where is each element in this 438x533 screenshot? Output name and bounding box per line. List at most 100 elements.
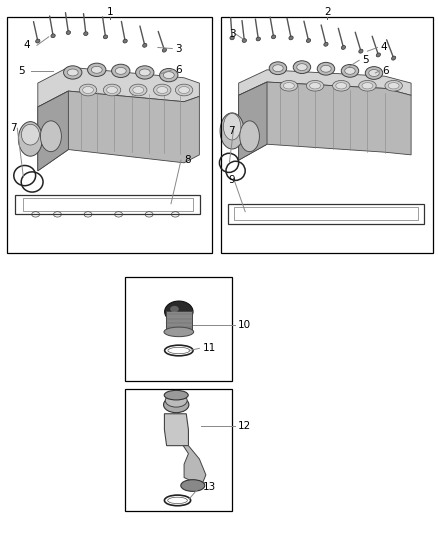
Text: 11: 11 [202,343,215,353]
Ellipse shape [365,67,383,79]
Ellipse shape [240,121,259,152]
Bar [221,17,433,253]
Ellipse shape [321,65,331,72]
Ellipse shape [66,31,71,35]
Ellipse shape [112,64,130,77]
Ellipse shape [143,43,147,47]
Ellipse shape [359,80,376,91]
Ellipse shape [84,32,88,36]
Text: 5: 5 [362,55,369,65]
Ellipse shape [165,394,187,407]
Text: 5: 5 [18,66,25,76]
Ellipse shape [283,83,294,89]
Polygon shape [38,91,68,171]
Ellipse shape [179,86,190,93]
Ellipse shape [310,83,321,89]
Ellipse shape [18,122,42,156]
Ellipse shape [123,39,127,43]
Ellipse shape [106,86,117,93]
Ellipse shape [165,301,193,322]
Ellipse shape [345,67,355,74]
Text: 3: 3 [175,44,182,53]
Bar [7,17,212,253]
Polygon shape [164,414,188,446]
Ellipse shape [153,84,171,96]
Ellipse shape [385,80,403,91]
Ellipse shape [88,63,106,76]
Text: 2: 2 [324,7,331,18]
Ellipse shape [51,34,55,38]
Text: 10: 10 [238,320,251,330]
Ellipse shape [280,80,297,91]
Text: 4: 4 [381,43,387,52]
Ellipse shape [230,36,234,40]
Ellipse shape [130,84,147,96]
Ellipse shape [324,42,328,46]
Text: 8: 8 [184,155,191,165]
Ellipse shape [317,62,335,75]
Ellipse shape [359,49,363,53]
Ellipse shape [181,480,205,491]
Text: 12: 12 [238,421,251,431]
Text: 4: 4 [24,41,30,50]
Ellipse shape [162,48,166,52]
Text: 3: 3 [230,29,236,39]
Ellipse shape [139,69,150,76]
Ellipse shape [170,306,179,312]
Ellipse shape [79,84,97,96]
Ellipse shape [21,124,39,145]
Ellipse shape [297,63,307,70]
Text: 13: 13 [202,482,215,492]
Ellipse shape [306,38,311,43]
Ellipse shape [35,39,40,43]
Ellipse shape [341,45,346,50]
Ellipse shape [223,114,241,140]
Text: 6: 6 [175,65,182,75]
Ellipse shape [376,53,381,57]
Text: 9: 9 [229,175,235,185]
Polygon shape [183,446,206,486]
Ellipse shape [163,397,189,413]
Ellipse shape [332,80,350,91]
Bar [125,277,232,381]
Ellipse shape [289,36,293,40]
Bar [125,389,232,511]
Ellipse shape [103,84,121,96]
Text: 7: 7 [11,123,17,133]
Ellipse shape [392,56,396,60]
Text: 6: 6 [383,66,389,76]
Ellipse shape [164,327,194,337]
Polygon shape [239,82,267,160]
Ellipse shape [293,61,311,74]
Ellipse shape [336,83,347,89]
Ellipse shape [164,390,188,400]
Polygon shape [239,70,411,95]
Ellipse shape [163,71,174,78]
Ellipse shape [40,121,61,152]
Ellipse shape [136,66,154,79]
Polygon shape [38,91,199,171]
Ellipse shape [157,86,168,93]
Ellipse shape [306,80,324,91]
Ellipse shape [67,69,78,76]
Polygon shape [239,82,411,160]
Ellipse shape [272,35,276,39]
Text: 1: 1 [106,7,113,18]
Ellipse shape [175,84,193,96]
Ellipse shape [115,67,126,74]
Ellipse shape [362,83,373,89]
Ellipse shape [159,68,178,82]
Ellipse shape [82,86,93,93]
Bar [166,311,192,332]
Ellipse shape [220,113,244,149]
Ellipse shape [273,64,283,71]
Ellipse shape [64,66,82,79]
Ellipse shape [91,66,102,73]
Polygon shape [38,67,199,107]
Ellipse shape [388,83,399,89]
Ellipse shape [269,62,287,75]
Text: 7: 7 [228,126,234,136]
Ellipse shape [369,69,379,76]
Ellipse shape [103,35,108,39]
Ellipse shape [256,37,261,41]
